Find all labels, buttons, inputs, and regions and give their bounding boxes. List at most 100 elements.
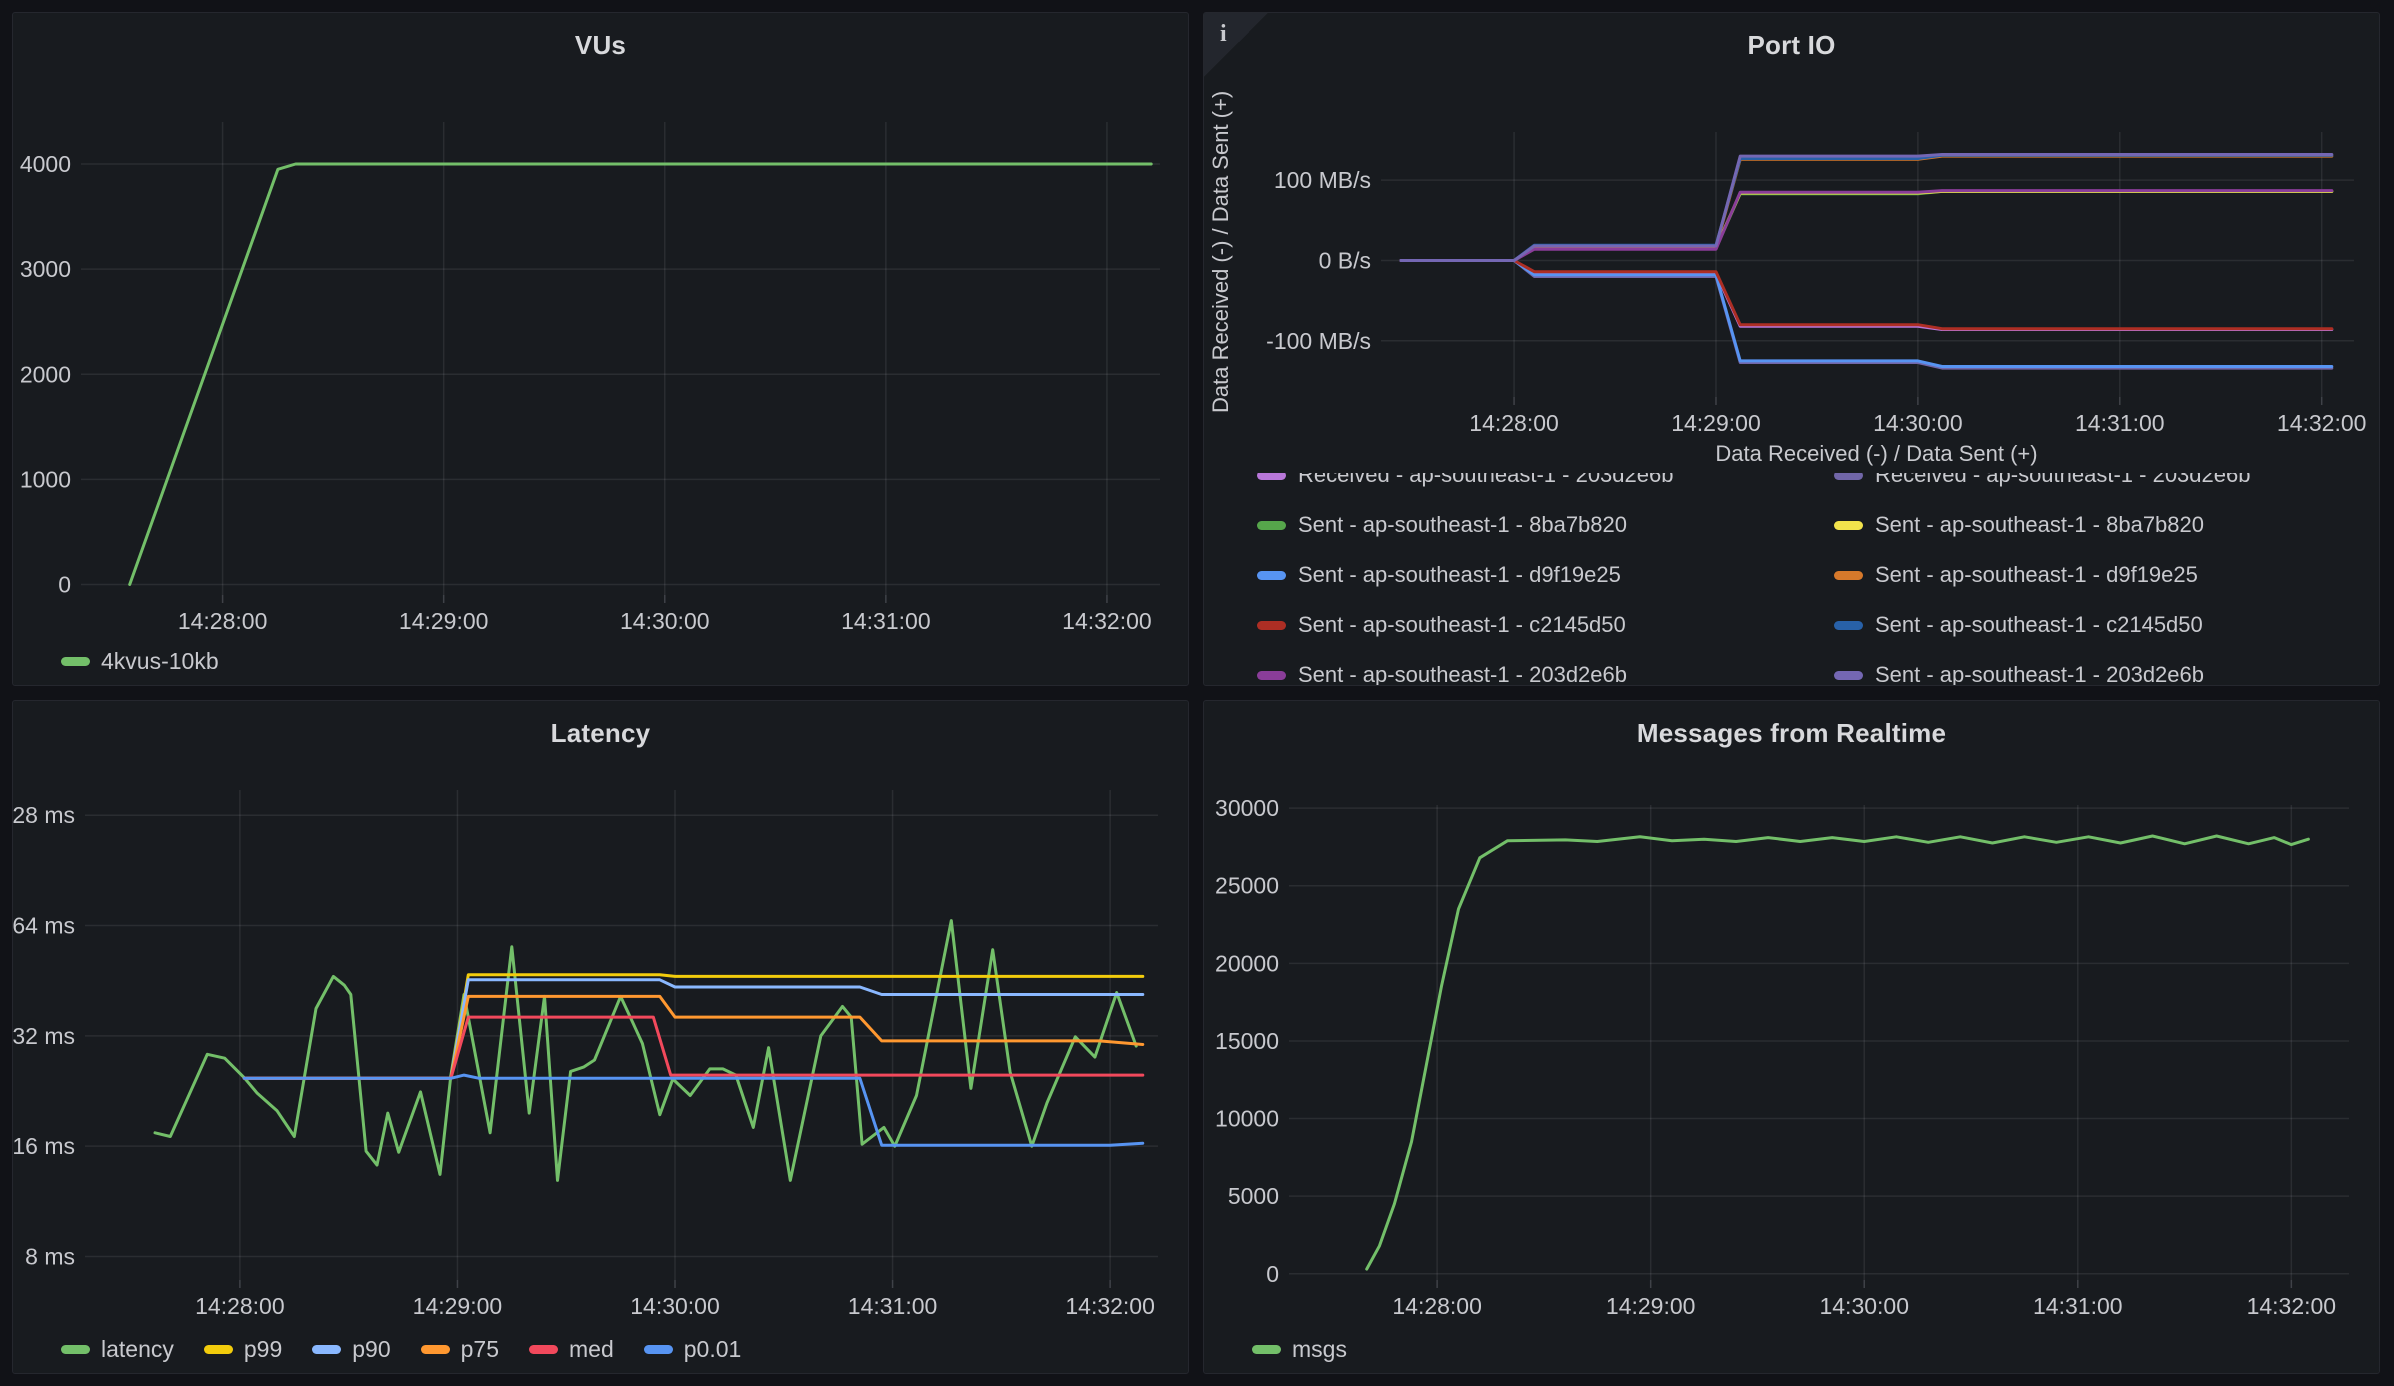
legend-item[interactable]: p75 [421,1336,499,1363]
svg-text:14:31:00: 14:31:00 [2075,410,2165,436]
svg-text:10000: 10000 [1215,1106,1279,1132]
legend-label: latency [101,1336,174,1363]
svg-text:0 B/s: 0 B/s [1319,247,1371,273]
legend-swatch [1257,521,1286,530]
svg-text:14:28:00: 14:28:00 [178,608,268,634]
panel-messages: Messages from Realtime 0 5000 10000 15000 20… [1203,700,2380,1374]
legend-item[interactable]: Sent - ap-southeast-1 - 8ba7b820 [1834,500,2379,550]
legend-swatch [1257,473,1286,480]
dashboard: VUs 0100020003000400014:28:0014:29:0014:… [0,0,2394,1386]
legend-label: Sent - ap-southeast-1 - 8ba7b820 [1875,512,2204,538]
svg-text:14:29:00: 14:29:00 [1606,1293,1696,1319]
legend-label: Sent - ap-southeast-1 - 8ba7b820 [1298,512,1627,538]
svg-text:14:28:00: 14:28:00 [1469,410,1559,436]
legend-item[interactable]: Sent - ap-southeast-1 - c2145d50 [1257,600,1834,650]
panel-latency-header[interactable]: Latency [13,701,1188,765]
svg-text:14:30:00: 14:30:00 [1873,410,1963,436]
legend-item[interactable]: Received - ap-southeast-1 - 203d2e6b [1257,473,1834,500]
legend-item[interactable]: p99 [204,1336,282,1363]
port-io-y-axis-label: Data Received (-) / Data Sent (+) [1208,77,1242,439]
legend-item[interactable]: Sent - ap-southeast-1 - 203d2e6b [1834,650,2379,685]
svg-text:20000: 20000 [1215,950,1279,976]
svg-text:4000: 4000 [20,151,71,177]
port-io-x-axis-label: Data Received (-) / Data Sent (+) [1204,439,2379,473]
svg-text:25000: 25000 [1215,873,1279,899]
legend-swatch [204,1345,233,1354]
svg-text:14:30:00: 14:30:00 [1819,1293,1909,1319]
svg-text:128 ms: 128 ms [13,802,75,828]
legend-item[interactable]: msgs [1252,1336,1347,1363]
legend-swatch [61,1345,90,1354]
svg-text:32 ms: 32 ms [13,1023,75,1049]
panel-info-corner[interactable]: i [1204,13,1268,77]
legend-item[interactable]: Sent - ap-southeast-1 - c2145d50 [1834,600,2379,650]
messages-legend: msgs [1204,1325,2379,1373]
legend-swatch [1834,521,1863,530]
legend-item[interactable]: latency [61,1336,174,1363]
port-io-chart[interactable]: Data Received (-) / Data Sent (+) 100 MB… [1204,77,2379,439]
legend-label: Sent - ap-southeast-1 - 203d2e6b [1875,662,2204,685]
legend-label: p99 [244,1336,282,1363]
legend-label: Received - ap-southeast-1 - 203d2e6b [1875,473,2250,488]
panel-port-io-header[interactable]: Port IO [1204,13,2379,77]
svg-text:14:31:00: 14:31:00 [2033,1293,2123,1319]
svg-text:100 MB/s: 100 MB/s [1274,167,1371,193]
legend-swatch [529,1345,558,1354]
svg-text:14:32:00: 14:32:00 [1062,608,1152,634]
panel-port-io: i Port IO Data Received (-) / Data Sent … [1203,12,2380,686]
svg-text:30000: 30000 [1215,795,1279,821]
legend-swatch [1257,621,1286,630]
legend-label: msgs [1292,1336,1347,1363]
legend-swatch [1834,473,1863,480]
legend-swatch [61,657,90,666]
legend-label: med [569,1336,614,1363]
legend-item[interactable]: Sent - ap-southeast-1 - 8ba7b820 [1257,500,1834,550]
legend-swatch [421,1345,450,1354]
legend-swatch [1834,621,1863,630]
svg-text:14:32:00: 14:32:00 [1065,1293,1155,1319]
legend-item[interactable]: Received - ap-southeast-1 - 203d2e6b [1834,473,2379,500]
panel-messages-header[interactable]: Messages from Realtime [1204,701,2379,765]
messages-chart[interactable]: 0 5000 10000 15000 20000 25000 30000 14:28:00 14… [1204,765,2379,1325]
legend-label: 4kvus-10kb [101,648,219,675]
panel-latency-title: Latency [551,718,651,749]
legend-item[interactable]: p90 [312,1336,390,1363]
legend-label: Sent - ap-southeast-1 - d9f19e25 [1875,562,2198,588]
legend-swatch [1834,571,1863,580]
legend-item[interactable]: 4kvus-10kb [61,648,219,675]
legend-item[interactable]: Sent - ap-southeast-1 - 203d2e6b [1257,650,1834,685]
svg-text:-100 MB/s: -100 MB/s [1266,328,1371,354]
latency-chart[interactable]: 8 ms16 ms32 ms64 ms128 ms14:28:0014:29:0… [13,765,1188,1325]
svg-text:0: 0 [1266,1261,1279,1287]
legend-swatch [644,1345,673,1354]
legend-swatch [312,1345,341,1354]
svg-text:8 ms: 8 ms [25,1243,75,1269]
vus-chart[interactable]: 0100020003000400014:28:0014:29:0014:30:0… [13,77,1188,637]
panel-vus-title: VUs [575,30,626,61]
svg-text:14:32:00: 14:32:00 [2247,1293,2337,1319]
legend-label: Sent - ap-southeast-1 - c2145d50 [1298,612,1626,638]
legend-item[interactable]: p0.01 [644,1336,742,1363]
svg-text:16 ms: 16 ms [13,1133,75,1159]
legend-swatch [1257,571,1286,580]
legend-item[interactable]: Sent - ap-southeast-1 - d9f19e25 [1257,550,1834,600]
legend-item[interactable]: Sent - ap-southeast-1 - d9f19e25 [1834,550,2379,600]
svg-text:14:28:00: 14:28:00 [1392,1293,1482,1319]
panel-vus: VUs 0100020003000400014:28:0014:29:0014:… [12,12,1189,686]
legend-label: p90 [352,1336,390,1363]
svg-text:14:32:00: 14:32:00 [2277,410,2367,436]
svg-text:14:31:00: 14:31:00 [841,608,931,634]
panel-latency: Latency 8 ms16 ms32 ms64 ms128 ms14:28:0… [12,700,1189,1374]
svg-text:64 ms: 64 ms [13,913,75,939]
svg-text:1000: 1000 [20,466,71,492]
svg-text:14:30:00: 14:30:00 [630,1293,720,1319]
svg-text:2000: 2000 [20,361,71,387]
svg-text:15000: 15000 [1215,1028,1279,1054]
svg-text:0: 0 [58,571,71,597]
svg-text:5000: 5000 [1228,1183,1279,1209]
svg-text:14:29:00: 14:29:00 [399,608,489,634]
panel-vus-header[interactable]: VUs [13,13,1188,77]
panel-messages-title: Messages from Realtime [1637,718,1946,749]
legend-label: Sent - ap-southeast-1 - d9f19e25 [1298,562,1621,588]
legend-item[interactable]: med [529,1336,614,1363]
